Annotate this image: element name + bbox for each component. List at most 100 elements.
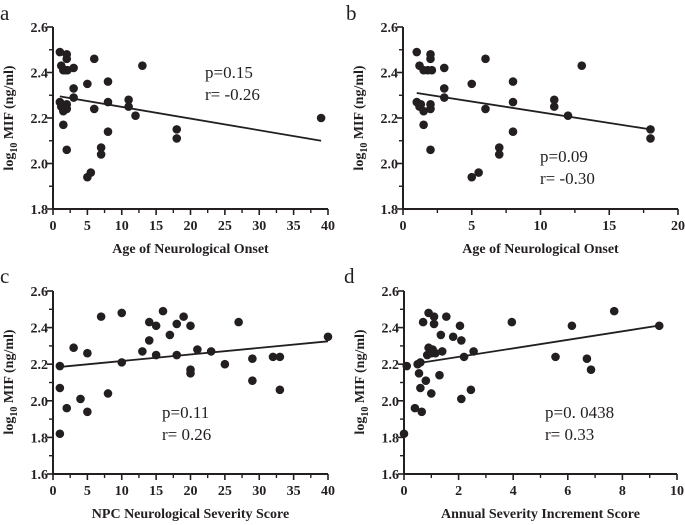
y-label-prefix: log — [353, 417, 368, 435]
x-axis-label: NPC Neurological Severity Score — [92, 507, 289, 522]
x-tick-label: 35 — [287, 484, 301, 499]
data-point — [117, 358, 127, 367]
data-point — [481, 54, 490, 64]
x-tick-label: 15 — [149, 219, 163, 234]
y-label-subscript: 10 — [9, 143, 20, 153]
y-tick-label: 2.6 — [381, 21, 399, 36]
data-point — [234, 317, 243, 327]
data-point — [654, 321, 664, 331]
data-point — [83, 407, 92, 417]
data-point — [151, 321, 161, 331]
panel-b: b 0 5 10 15 20 1.8 2.0 2.2 2.4 2.6 Age of Neurologi… — [346, 1, 685, 257]
panel-letter: c — [0, 264, 9, 288]
y-tick-label: 2.0 — [31, 395, 49, 410]
y-label-prefix: log — [2, 153, 17, 171]
data-point — [467, 172, 477, 182]
y-axis-label: log10 MIF (ng/ml) — [353, 329, 371, 434]
data-point — [416, 358, 425, 367]
data-point — [76, 394, 85, 404]
data-point — [275, 385, 285, 395]
data-point — [567, 321, 577, 331]
data-point — [96, 150, 106, 159]
x-tick-label: 0 — [401, 484, 408, 499]
x-tick-label: 5 — [84, 484, 91, 499]
data-point — [55, 429, 65, 439]
data-point — [96, 312, 106, 321]
data-point — [89, 104, 99, 114]
y-label-suffix: MIF (ng/ml) — [2, 65, 17, 143]
x-tick-label: 40 — [321, 484, 335, 499]
data-point — [474, 168, 483, 177]
data-point — [426, 145, 435, 155]
data-point — [172, 125, 182, 134]
y-tick-label: 2.6 — [31, 285, 49, 300]
data-point — [186, 321, 195, 331]
y-label-suffix: MIF (ng/ml) — [352, 65, 367, 143]
data-point — [55, 361, 65, 371]
y-tick-label: 2.4 — [31, 322, 49, 337]
x-tick-label: 5 — [468, 219, 475, 234]
data-point — [138, 347, 147, 356]
data-point — [582, 354, 592, 364]
x-tick-label: 2 — [455, 484, 462, 499]
r-value-label: r= -0.26 — [205, 85, 260, 104]
data-point — [563, 111, 573, 121]
data-point — [316, 113, 326, 123]
y-tick-label: 2.2 — [31, 358, 49, 373]
data-point — [508, 127, 518, 136]
data-point — [466, 385, 476, 395]
y-tick-label: 2.0 — [381, 158, 399, 173]
data-point — [646, 134, 655, 143]
data-point — [435, 370, 444, 380]
data-point — [55, 383, 65, 393]
data-point — [469, 347, 478, 356]
regression-line — [59, 340, 329, 368]
data-point — [89, 54, 99, 64]
data-point — [124, 102, 133, 111]
y-tick-label: 2.6 — [31, 21, 49, 36]
x-tick-label: 25 — [218, 484, 232, 499]
data-point — [83, 348, 92, 358]
data-point — [193, 345, 202, 354]
data-point — [459, 352, 469, 362]
data-point — [172, 350, 182, 360]
y-tick-label: 2.6 — [382, 285, 400, 300]
x-tick-label: 20 — [184, 484, 198, 499]
y-axis-label: log10 MIF (ng/ml) — [2, 329, 20, 434]
r-value-label: r= 0.26 — [162, 425, 211, 444]
data-point — [586, 365, 596, 374]
x-tick-label: 15 — [602, 219, 616, 234]
data-point — [436, 330, 446, 340]
y-label-prefix: log — [352, 153, 367, 171]
data-point — [62, 145, 72, 155]
data-point — [62, 54, 72, 64]
data-point — [186, 369, 195, 378]
x-tick-label: 20 — [671, 219, 685, 234]
data-point — [410, 403, 420, 413]
data-point — [103, 389, 113, 398]
data-point — [86, 168, 96, 177]
data-point — [399, 429, 409, 439]
panel-letter: b — [346, 1, 357, 25]
x-tick-label: 30 — [252, 219, 266, 234]
data-point — [439, 84, 449, 93]
data-point — [418, 317, 428, 327]
y-tick-label: 2.4 — [382, 322, 400, 337]
y-tick-label: 2.2 — [381, 112, 399, 127]
data-point — [151, 350, 161, 360]
data-point — [494, 150, 504, 159]
data-point — [646, 125, 655, 134]
data-point — [549, 95, 559, 105]
data-point — [179, 312, 188, 321]
regression-line — [416, 92, 651, 131]
y-tick-label: 2.2 — [382, 358, 400, 373]
p-value-label: p=0.15 — [205, 63, 253, 82]
data-point — [426, 104, 435, 114]
data-point — [439, 93, 449, 102]
data-point — [69, 84, 78, 93]
data-point — [442, 312, 451, 321]
x-tick-label: 6 — [564, 484, 571, 499]
y-tick-label: 1.6 — [382, 468, 400, 483]
